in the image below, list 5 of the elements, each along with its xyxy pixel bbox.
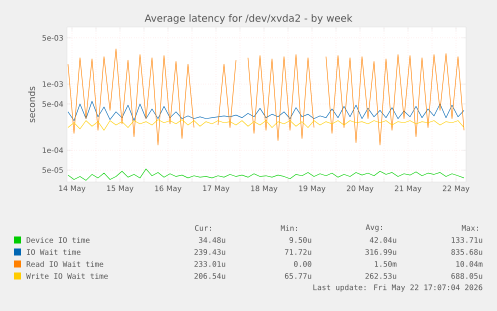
line-series — [68, 100, 464, 121]
line-series — [68, 168, 464, 181]
line-series — [68, 119, 464, 131]
chart-title: Average latency for /dev/xvda2 - by week — [144, 14, 352, 24]
y-axis-title: seconds — [28, 86, 36, 122]
